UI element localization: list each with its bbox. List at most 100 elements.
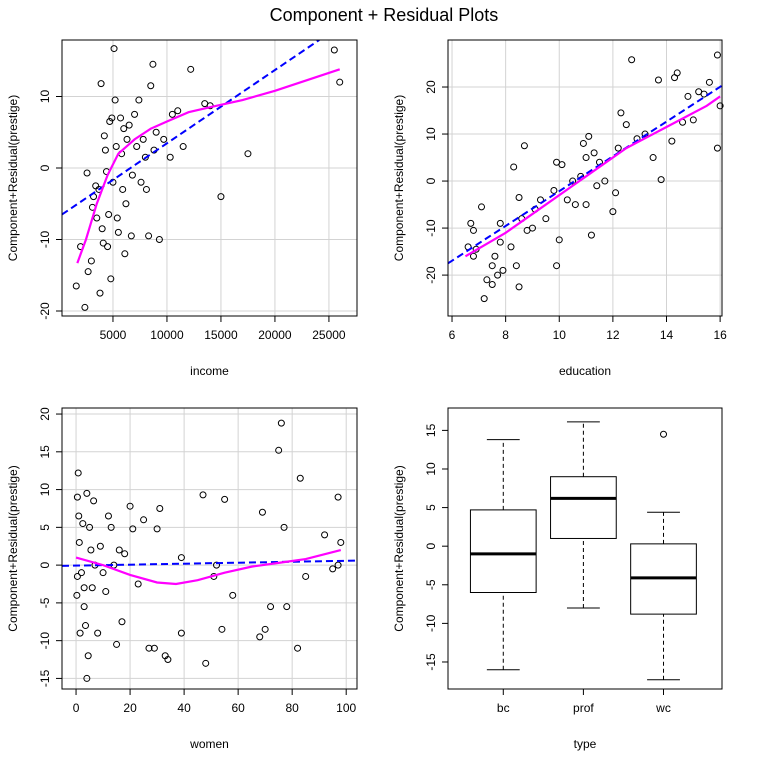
point xyxy=(147,82,155,90)
point xyxy=(261,625,269,633)
point xyxy=(716,102,724,110)
point xyxy=(142,185,150,193)
y-tick-label: 20 xyxy=(38,407,52,421)
point xyxy=(121,550,129,558)
point xyxy=(177,629,185,637)
point xyxy=(668,137,676,145)
point xyxy=(94,629,102,637)
point xyxy=(628,56,636,64)
point xyxy=(221,495,229,503)
point xyxy=(84,652,92,660)
point xyxy=(244,150,252,158)
plot-frame xyxy=(61,39,358,317)
point xyxy=(187,65,195,73)
point xyxy=(80,603,88,611)
y-tick-label: 10 xyxy=(424,462,438,476)
point xyxy=(555,236,563,244)
x-tick-label: 25000 xyxy=(312,328,346,342)
point xyxy=(478,203,486,211)
y-tick-label: 5 xyxy=(424,504,438,511)
y-tick-label: 0 xyxy=(38,561,52,568)
point xyxy=(168,110,176,118)
point xyxy=(79,520,87,528)
point xyxy=(499,266,507,274)
point xyxy=(104,243,112,251)
point xyxy=(510,163,518,171)
point xyxy=(77,569,85,577)
point xyxy=(73,493,81,501)
point xyxy=(74,469,82,477)
point xyxy=(713,51,721,59)
x-tick-label: 14 xyxy=(660,328,674,342)
point xyxy=(149,60,157,68)
point xyxy=(122,200,130,208)
x-tick-label: 0 xyxy=(73,701,80,715)
y-tick-label: 15 xyxy=(38,445,52,459)
point xyxy=(179,143,187,151)
point xyxy=(657,176,665,184)
point xyxy=(296,474,304,482)
y-tick-label: -10 xyxy=(424,219,438,237)
point xyxy=(617,109,625,117)
point xyxy=(134,580,142,588)
panel: -15 -10 -5 0 5 10 15 20 0 20 40 60 80 100 women Compone… xyxy=(6,407,358,751)
regression-line xyxy=(62,40,320,216)
point xyxy=(105,210,113,218)
point xyxy=(496,238,504,246)
point xyxy=(83,674,91,682)
point xyxy=(81,303,89,311)
point xyxy=(92,182,100,190)
x-tick-label: 6 xyxy=(449,328,456,342)
point xyxy=(469,226,477,234)
point xyxy=(336,78,344,86)
point xyxy=(152,128,160,136)
x-axis-label: women xyxy=(189,737,229,751)
point xyxy=(515,283,523,291)
point xyxy=(73,572,81,580)
smooth-line xyxy=(76,68,341,264)
point xyxy=(88,584,96,592)
point xyxy=(337,538,345,546)
point xyxy=(563,196,571,204)
plot-frame xyxy=(61,407,358,690)
point xyxy=(75,512,83,520)
x-axis-label: type xyxy=(574,737,597,751)
y-tick-label: 0 xyxy=(424,177,438,184)
point xyxy=(700,90,708,98)
y-tick-label: 5 xyxy=(38,524,52,531)
point xyxy=(97,80,105,88)
point xyxy=(139,135,147,143)
point xyxy=(491,252,499,260)
point xyxy=(135,96,143,104)
point xyxy=(294,644,302,652)
point xyxy=(145,644,153,652)
point xyxy=(277,419,285,427)
x-tick-label: 20000 xyxy=(258,328,292,342)
point xyxy=(542,215,550,223)
point xyxy=(120,125,128,133)
point xyxy=(129,525,137,533)
figure-title: Component + Residual Plots xyxy=(270,5,499,25)
x-tick-label: 12 xyxy=(606,328,620,342)
point xyxy=(83,169,91,177)
x-tick-label: 8 xyxy=(502,328,509,342)
point xyxy=(467,219,475,227)
point xyxy=(119,185,127,193)
point xyxy=(107,275,115,283)
point xyxy=(469,252,477,260)
point xyxy=(202,659,210,667)
point xyxy=(156,504,164,512)
x-tick-label: 20 xyxy=(123,701,137,715)
y-tick-label: -15 xyxy=(38,669,52,687)
point xyxy=(87,546,95,554)
y-tick-label: -10 xyxy=(38,632,52,650)
point xyxy=(283,603,291,611)
point xyxy=(601,177,609,185)
point xyxy=(115,546,123,554)
point xyxy=(98,225,106,233)
point xyxy=(96,289,104,297)
point xyxy=(128,171,136,179)
regression-line xyxy=(448,84,722,265)
point xyxy=(330,46,338,54)
